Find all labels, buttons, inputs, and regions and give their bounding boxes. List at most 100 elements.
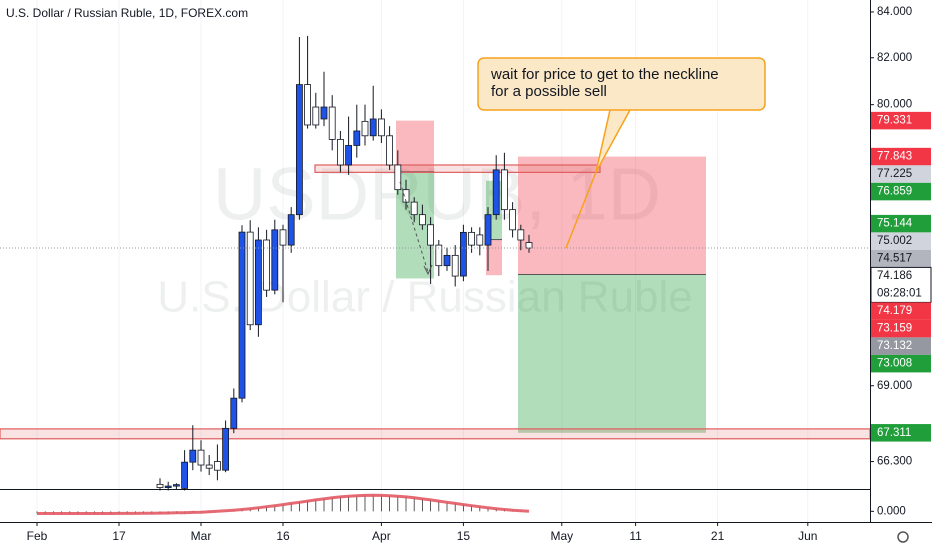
x-tick-label: Apr	[372, 529, 391, 543]
indicator-line	[37, 493, 530, 515]
y-tick-label: 66.300	[877, 456, 912, 468]
candle-body	[353, 130, 361, 146]
candle-body	[189, 449, 197, 463]
candle-body	[230, 397, 238, 429]
candle-body	[517, 229, 525, 241]
candle-body	[361, 120, 369, 137]
candle-body	[427, 224, 435, 246]
candle-body	[336, 139, 344, 166]
candle-body	[509, 209, 517, 231]
x-tick-label: 21	[711, 529, 725, 543]
callout-line: wait for price to get to the neckline	[490, 66, 719, 83]
candle-body	[345, 145, 353, 166]
candle-body	[312, 106, 320, 126]
price-label: 76.859	[877, 186, 912, 198]
candle-body	[197, 449, 205, 466]
price-label: 75.144	[877, 218, 913, 230]
stop-zone	[396, 120, 434, 172]
candle-body	[500, 169, 508, 211]
candle-body	[476, 234, 484, 246]
price-label-box	[870, 266, 932, 303]
price-label: 73.159	[877, 323, 912, 335]
candle-body	[377, 118, 385, 137]
candle-body	[304, 84, 312, 126]
price-label: 75.002	[877, 235, 912, 247]
candle-body	[271, 229, 279, 291]
target-zone	[518, 274, 706, 433]
watermark-name: U.S. Dollar / Russian Ruble	[157, 273, 693, 322]
price-label: 77.225	[877, 168, 912, 180]
price-label-box	[871, 165, 931, 183]
price-label: 73.132	[877, 340, 912, 352]
y-tick-label: 84.000	[877, 6, 912, 18]
x-tick-label: 11	[629, 529, 642, 543]
price-label-box	[871, 214, 931, 233]
candle-body	[164, 485, 172, 488]
x-tick-label: 16	[276, 529, 290, 543]
y-tick-label: 69.000	[877, 380, 912, 392]
price-label-box	[871, 424, 931, 442]
horizontal-band	[0, 428, 871, 440]
price-label-box	[871, 182, 931, 201]
candle-body	[459, 231, 467, 277]
horizontal-band	[314, 164, 601, 173]
candle-body	[254, 239, 262, 326]
y-tick-label: 82.000	[877, 52, 912, 64]
x-tick-label: Feb	[27, 529, 48, 543]
x-tick-label: Mar	[191, 529, 212, 543]
price-label-box	[871, 319, 931, 338]
stop-zone	[518, 156, 706, 275]
candle-body	[328, 106, 336, 140]
candle-body	[279, 229, 287, 246]
candle-body	[525, 242, 533, 249]
candle-body	[172, 484, 180, 487]
price-label: 77.843	[877, 151, 912, 163]
chart-header: U.S. Dollar / Russian Ruble, 1D, FOREX.c…	[6, 6, 248, 20]
candle-body	[246, 231, 254, 326]
candle-body	[410, 201, 418, 216]
candle-body	[394, 164, 402, 191]
candle-body	[205, 464, 213, 469]
price-label-box	[871, 302, 931, 320]
candle-body	[492, 169, 500, 216]
price-label: 79.331	[877, 115, 912, 127]
price-label: 74.179	[877, 305, 912, 317]
y-tick-label: 0.000	[877, 505, 906, 517]
callout-pointer	[595, 109, 631, 173]
candle-body	[287, 214, 295, 246]
price-label-box	[871, 232, 931, 250]
candle-body	[386, 135, 394, 166]
candle-body	[468, 231, 476, 246]
candle-body	[156, 483, 164, 488]
time-axis	[0, 522, 870, 550]
price-label-box	[871, 111, 931, 130]
price-label: 74.517	[877, 253, 912, 265]
x-tick-label: Jun	[798, 529, 817, 543]
y-tick-label: 80.000	[877, 99, 912, 111]
x-tick-label: 15	[457, 529, 471, 543]
candle-body	[263, 239, 271, 291]
dashed-arrow	[399, 181, 429, 273]
countdown: 08:28:01	[877, 288, 922, 300]
price-label-box	[871, 249, 931, 268]
price-label-box	[871, 354, 931, 373]
candle-body	[320, 106, 328, 120]
candle-body	[484, 214, 492, 246]
candle-body	[181, 461, 189, 489]
candle-body	[443, 254, 451, 267]
callout-box	[477, 57, 766, 111]
candle-body	[222, 427, 230, 471]
candle-body	[238, 231, 246, 399]
price-label-box	[871, 147, 931, 166]
price-label: 73.008	[877, 358, 912, 370]
callout-line: for a possible sell	[491, 83, 607, 100]
candle-body	[369, 118, 377, 137]
candle-body	[451, 254, 459, 277]
candle-body	[295, 84, 303, 216]
price-label-box	[871, 337, 931, 355]
settings-icon[interactable]	[897, 531, 909, 543]
x-tick-label: 17	[112, 529, 126, 543]
price-label: 67.311	[877, 427, 911, 439]
arrow-head	[423, 264, 433, 276]
